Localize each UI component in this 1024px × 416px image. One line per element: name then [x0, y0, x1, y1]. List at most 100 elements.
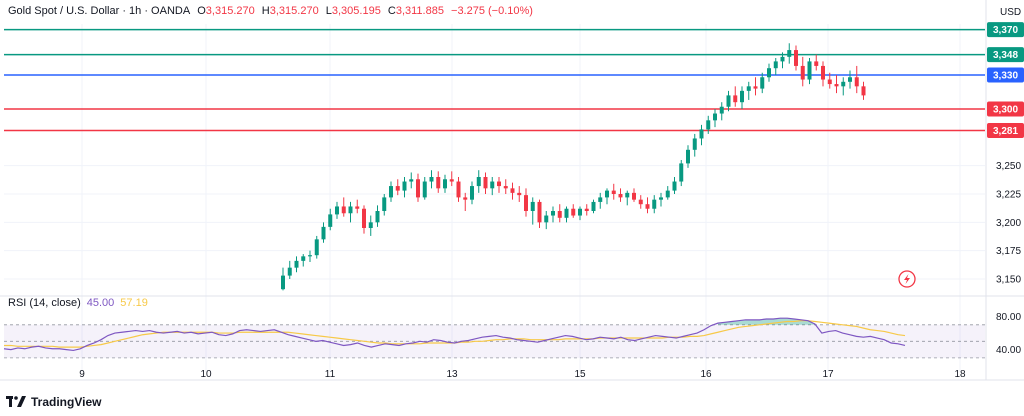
price-tick-label: 3,250: [996, 161, 1021, 172]
candle-body: [443, 179, 447, 189]
level-badge-label: 3,300: [993, 105, 1018, 116]
time-tick-label: 18: [954, 369, 966, 380]
candle-body: [645, 204, 650, 209]
candle-body: [780, 56, 785, 62]
tradingview-logo-icon: [6, 396, 26, 407]
rsi-header: RSI (14, close) 45.00 57.19: [8, 297, 148, 309]
price-tick-label: 3,225: [996, 190, 1021, 201]
candle-body: [551, 211, 555, 216]
rsi-tick-label: 40.00: [996, 345, 1021, 356]
time-tick-label: 9: [79, 369, 85, 380]
brand-name: TradingView: [31, 395, 102, 409]
lightning-icon-bolt: [904, 274, 910, 284]
rsi-label[interactable]: RSI (14, close): [8, 297, 81, 309]
candle-body: [672, 181, 677, 191]
candle-body: [679, 163, 684, 182]
rsi-tick-label: 80.00: [996, 312, 1021, 323]
candle-body: [470, 186, 474, 200]
candle-body: [773, 61, 778, 69]
candle-body: [321, 226, 326, 240]
level-badges: 3,370 3,348 3,330 3,300 3,281: [898, 22, 1024, 288]
candle-body: [557, 211, 562, 218]
change-value: −3.275 (−0.10%): [451, 5, 533, 17]
candle-body: [800, 65, 805, 80]
candle-body: [422, 181, 427, 198]
candle-body: [355, 206, 360, 209]
candle-body: [476, 177, 481, 187]
candle-body: [402, 181, 407, 191]
candle-body: [746, 86, 751, 91]
candle-body: [753, 86, 758, 89]
candle-body: [537, 201, 542, 223]
candle-body: [544, 215, 549, 223]
candle-body: [598, 197, 603, 202]
rsi-value: 45.00: [86, 297, 115, 309]
candle-body: [308, 255, 312, 257]
candle-body: [807, 61, 812, 80]
candle-body: [382, 197, 387, 211]
open-label: O: [197, 5, 206, 17]
candle-body: [659, 197, 663, 200]
candle-body: [848, 77, 852, 82]
tradingview-brand[interactable]: TradingView: [6, 395, 101, 409]
candle-body: [699, 129, 704, 139]
lightning-icon[interactable]: [898, 270, 916, 288]
candle-body: [490, 181, 495, 189]
candle-body: [348, 206, 353, 214]
candle-body: [395, 186, 400, 191]
time-tick-label: 16: [700, 369, 712, 380]
symbol-title[interactable]: Gold Spot / U.S. Dollar · 1h · OANDA: [8, 5, 191, 17]
candle-body: [301, 256, 306, 261]
candle-body: [571, 208, 576, 216]
candle-body: [618, 194, 623, 198]
level-badge: [987, 67, 1024, 83]
candle-body: [713, 113, 717, 121]
level-badge-label: 3,281: [993, 126, 1018, 137]
candle-body: [483, 177, 488, 189]
candle-body: [517, 192, 522, 196]
candle-body: [294, 260, 299, 268]
candle-body: [463, 197, 468, 200]
candle-body: [281, 275, 285, 290]
candle-body: [335, 206, 339, 215]
level-badge: [987, 47, 1024, 63]
rsi-line: [3, 317, 906, 352]
candle-body: [436, 177, 441, 189]
candle-body: [767, 68, 771, 78]
rsi-overbought-fill: [717, 318, 815, 325]
candle-body: [665, 190, 670, 198]
candle-body: [861, 86, 866, 96]
candle-body: [409, 179, 414, 182]
time-tick-label: 10: [200, 369, 212, 380]
candle-body: [632, 192, 636, 200]
low-label: L: [325, 5, 332, 17]
candlestick-series: [281, 43, 866, 291]
horizontal-levels: [4, 28, 985, 132]
candle-body: [584, 208, 589, 211]
currency-label[interactable]: USD: [1000, 7, 1022, 18]
candle-body: [827, 79, 832, 85]
candle-body: [638, 199, 643, 205]
close-label: C: [387, 5, 396, 17]
candle-body: [564, 208, 569, 218]
candle-body: [497, 181, 501, 187]
candle-body: [389, 186, 393, 198]
level-badge-label: 3,348: [993, 50, 1018, 61]
candle-body: [449, 179, 454, 182]
time-tick-label: 13: [446, 369, 458, 380]
candle-body: [740, 90, 744, 103]
candle-body: [578, 208, 582, 216]
candle-body: [821, 65, 825, 80]
level-badge: [987, 22, 1024, 38]
candle-body: [375, 211, 380, 223]
candle-body: [605, 190, 609, 198]
time-tick-label: 17: [822, 369, 834, 380]
low-value: 3,305.195: [331, 5, 381, 17]
open-value: 3,315.270: [205, 5, 255, 17]
price-tick-label: 3,150: [996, 275, 1021, 286]
candle-body: [362, 208, 366, 228]
chart-grid: [0, 0, 1024, 381]
candle-body: [524, 195, 528, 211]
high-label: H: [261, 5, 270, 17]
